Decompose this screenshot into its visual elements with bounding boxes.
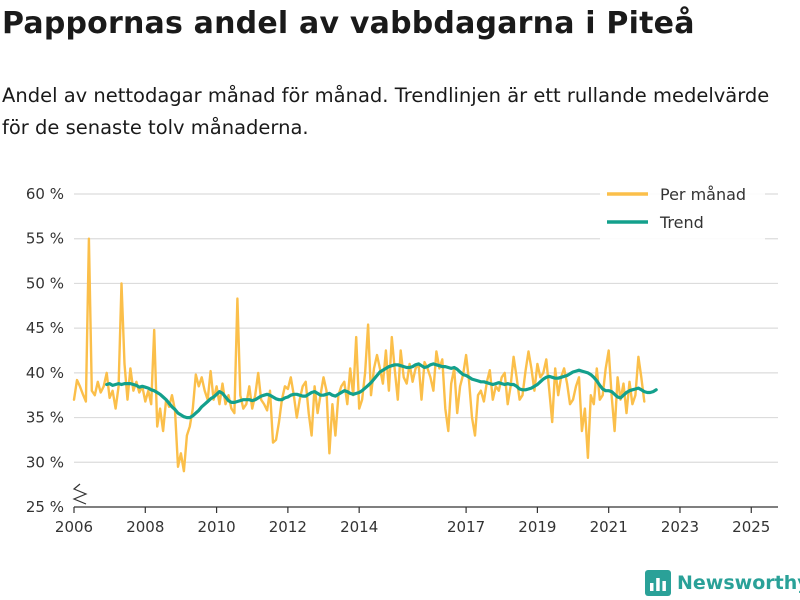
- series-line-trend: [105, 362, 658, 420]
- legend-label: Per månad: [660, 185, 746, 204]
- y-tick-label: 30 %: [26, 453, 64, 471]
- y-tick-label: 35 %: [26, 409, 64, 427]
- series-line-per-manad: [72, 237, 646, 473]
- brand-name: Newsworthy: [677, 572, 800, 594]
- bar-chart-icon: [645, 570, 671, 596]
- x-tick-label: 2006: [55, 518, 93, 536]
- y-tick-label: 50 %: [26, 274, 64, 292]
- y-tick-label: 40 %: [26, 364, 64, 382]
- legend-label: Trend: [659, 213, 704, 232]
- x-tick-label: 2017: [447, 518, 485, 536]
- x-tick-label: 2025: [732, 518, 770, 536]
- legend-box: [600, 180, 765, 240]
- axis-break-icon: [72, 483, 88, 505]
- x-tick-label: 2012: [269, 518, 307, 536]
- y-tick-label: 60 %: [26, 185, 64, 203]
- chart-title: Pappornas andel av vabbdagarna i Piteå: [2, 6, 695, 41]
- x-tick-label: 2019: [518, 518, 556, 536]
- brand-logo: Newsworthy: [645, 570, 800, 596]
- y-tick-label: 55 %: [26, 230, 64, 248]
- x-tick-label: 2021: [590, 518, 628, 536]
- y-tick-label: 45 %: [26, 319, 64, 337]
- x-tick-label: 2014: [340, 518, 378, 536]
- x-tick-label: 2010: [197, 518, 235, 536]
- chart-subtitle: Andel av nettodagar månad för månad. Tre…: [2, 84, 770, 139]
- x-tick-label: 2023: [661, 518, 699, 536]
- x-tick-label: 2008: [126, 518, 164, 536]
- y-tick-label: 25 %: [26, 498, 64, 516]
